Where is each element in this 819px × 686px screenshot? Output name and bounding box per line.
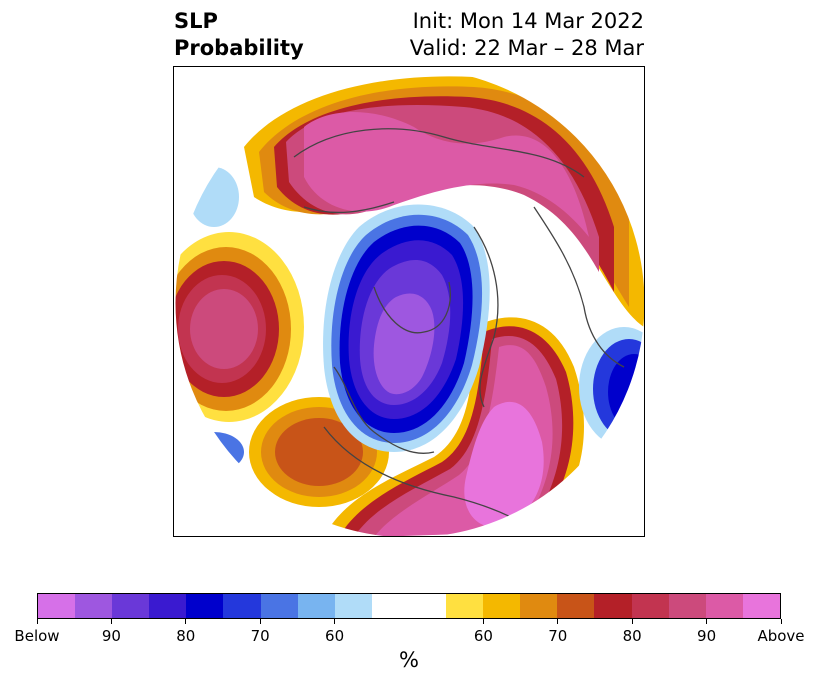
title-variable: SLP <box>174 9 218 33</box>
colorbar-segment <box>520 594 558 618</box>
northpac-blue <box>189 167 239 227</box>
colorbar-tick <box>36 619 38 624</box>
colorbar-segment <box>371 594 409 618</box>
colorbar-tick <box>706 619 708 624</box>
colorbar-tick <box>631 619 633 624</box>
colorbar-tick-label: Below <box>14 627 60 645</box>
colorbar-tick-label: 90 <box>697 627 717 645</box>
colorbar-segment <box>408 594 447 618</box>
colorbar-segment <box>631 594 669 618</box>
colorbar-segment <box>483 594 521 618</box>
colorbar-segment <box>557 594 595 618</box>
southwest-red <box>275 418 363 486</box>
colorbar-segment <box>297 594 335 618</box>
pacific-pink <box>190 289 258 369</box>
colorbar-segment <box>149 594 187 618</box>
map-panel <box>173 66 645 537</box>
colorbar-tick-label: 80 <box>176 627 196 645</box>
title-left: SLP Probability <box>174 8 304 62</box>
colorbar-segment <box>668 594 706 618</box>
colorbar-segment <box>705 594 743 618</box>
colorbar-tick <box>110 619 112 624</box>
colorbar-segment <box>594 594 632 618</box>
colorbar-segment <box>446 594 484 618</box>
colorbar-tick <box>334 619 336 624</box>
colorbar-segment <box>742 594 780 618</box>
atlantic-magenta <box>464 401 544 528</box>
arctic-purple <box>373 293 435 395</box>
colorbar-tick-label: Above <box>757 627 805 645</box>
colorbar-tick-label: 70 <box>548 627 568 645</box>
colorbar-tick-label: 80 <box>622 627 642 645</box>
colorbar-segment <box>112 594 150 618</box>
colorbar-segment <box>334 594 372 618</box>
colorbar-segment <box>186 594 224 618</box>
pacific-blue-strip <box>184 432 244 472</box>
band-north-pink <box>304 112 589 237</box>
colorbar-tick <box>259 619 261 624</box>
colorbar-tick <box>482 619 484 624</box>
colorbar-segment <box>223 594 261 618</box>
colorbar <box>37 593 781 619</box>
colorbar-unit: % <box>399 648 419 672</box>
probability-map <box>174 67 644 536</box>
colorbar-segment <box>75 594 113 618</box>
colorbar-tick-label: 60 <box>473 627 493 645</box>
colorbar-tick-label: 90 <box>101 627 121 645</box>
colorbar-tick-label: 60 <box>325 627 345 645</box>
title-metric: Probability <box>174 36 304 60</box>
colorbar-tick-label: 70 <box>250 627 270 645</box>
valid-range: Valid: 22 Mar – 28 Mar <box>409 36 644 60</box>
colorbar-segment <box>260 594 298 618</box>
colorbar-segment <box>38 594 76 618</box>
colorbar-tick <box>557 619 559 624</box>
init-date: Init: Mon 14 Mar 2022 <box>412 9 644 33</box>
colorbar-tick <box>780 619 782 624</box>
colorbar-tick <box>185 619 187 624</box>
title-right: Init: Mon 14 Mar 2022 Valid: 22 Mar – 28… <box>410 8 644 62</box>
